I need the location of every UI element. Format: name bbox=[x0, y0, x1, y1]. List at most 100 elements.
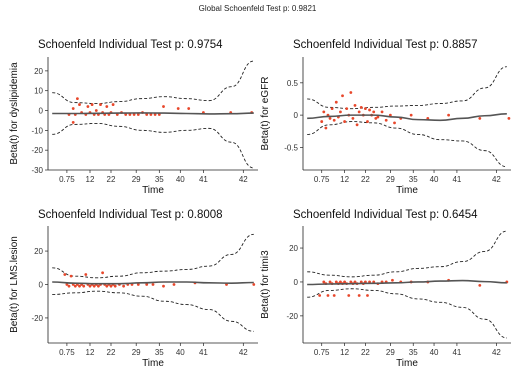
panel-4: Schoenfeld Individual Test p: 0.6454 -20 0… bbox=[260, 209, 511, 369]
residual-point bbox=[343, 120, 346, 123]
residual-point bbox=[136, 113, 140, 116]
smooth-line bbox=[307, 113, 507, 122]
residual-point bbox=[172, 283, 176, 286]
smooth-line bbox=[307, 279, 507, 286]
residual-point bbox=[326, 294, 330, 297]
residual-point bbox=[162, 284, 165, 288]
residual-point bbox=[324, 126, 328, 130]
residual-point bbox=[78, 103, 81, 106]
residual-point bbox=[341, 94, 344, 98]
residual-point bbox=[339, 280, 342, 284]
x-tick-label: 40 bbox=[176, 175, 185, 184]
residual-point bbox=[339, 110, 342, 114]
residual-point bbox=[111, 103, 115, 106]
y-tick-label: 0 bbox=[39, 281, 44, 290]
residual-point bbox=[349, 91, 353, 94]
upper-confidence-band bbox=[307, 66, 507, 110]
residual-point bbox=[328, 280, 332, 284]
residual-point bbox=[82, 284, 86, 288]
residual-point bbox=[357, 294, 361, 297]
residual-point bbox=[136, 283, 140, 286]
x-axis-label: Time bbox=[396, 185, 418, 196]
y-tick-label: 0.5 bbox=[287, 79, 299, 88]
x-tick-label: 42 bbox=[492, 348, 501, 357]
x-tick-label: 40 bbox=[430, 348, 439, 357]
x-tick-label: 41 bbox=[199, 348, 208, 357]
x-tick-label: 42 bbox=[492, 175, 501, 184]
residual-point bbox=[376, 115, 380, 119]
y-tick-label: 20 bbox=[289, 244, 298, 253]
residual-point bbox=[334, 100, 338, 104]
x-tick-label: 22 bbox=[107, 175, 116, 184]
residual-point bbox=[78, 284, 81, 288]
residual-point bbox=[162, 105, 165, 108]
upper-confidence-band bbox=[52, 60, 254, 105]
x-tick-label: 40 bbox=[176, 348, 185, 357]
x-tick-label: 22 bbox=[361, 175, 370, 184]
lower-confidence-band bbox=[52, 122, 254, 169]
residual-point bbox=[113, 284, 117, 288]
x-tick-label: 22 bbox=[361, 348, 370, 357]
x-tick-label: 12 bbox=[340, 348, 349, 357]
residual-point bbox=[355, 123, 359, 127]
y-tick-label: 20 bbox=[34, 67, 43, 76]
residual-point bbox=[388, 113, 392, 117]
residual-point bbox=[380, 110, 384, 114]
lower-confidence-band bbox=[307, 288, 507, 339]
residual-point bbox=[447, 113, 450, 117]
residual-point bbox=[359, 105, 363, 109]
panel-title: Schoenfeld Individual Test p: 0.9754 bbox=[38, 39, 223, 51]
residual-point bbox=[366, 294, 369, 297]
residual-point bbox=[318, 294, 322, 297]
residual-point bbox=[320, 120, 324, 123]
x-tick-label: 40 bbox=[430, 175, 439, 184]
residual-point bbox=[366, 120, 369, 123]
residual-point bbox=[84, 273, 88, 276]
residual-point bbox=[88, 284, 92, 288]
residual-point bbox=[187, 107, 191, 110]
residual-point bbox=[345, 107, 349, 111]
panel-2: Schoenfeld Individual Test p: 0.8857 -0.5… bbox=[260, 39, 511, 196]
x-tick-label: 0.75 bbox=[59, 348, 75, 357]
residual-point bbox=[384, 118, 388, 122]
residual-point bbox=[63, 273, 67, 276]
lower-confidence-band bbox=[52, 290, 254, 332]
residual-point bbox=[76, 97, 79, 101]
upper-confidence-band bbox=[52, 233, 254, 279]
residual-point bbox=[372, 110, 376, 114]
y-axis-label: Beta(t) for dyslipidemia bbox=[9, 62, 20, 165]
x-tick-label: 29 bbox=[132, 348, 141, 357]
x-tick-label: 42 bbox=[239, 348, 248, 357]
residual-point bbox=[426, 116, 430, 120]
x-axis-label: Time bbox=[142, 185, 164, 196]
residual-point bbox=[92, 284, 96, 288]
x-tick-label: 41 bbox=[199, 175, 208, 184]
residual-point bbox=[478, 116, 482, 120]
residual-point bbox=[507, 116, 511, 120]
residual-point bbox=[343, 280, 346, 284]
residual-point bbox=[71, 121, 75, 124]
panel-1: Schoenfeld Individual Test p: 0.9754 -30 -… bbox=[9, 39, 258, 196]
y-tick-label: 0 bbox=[294, 111, 299, 120]
residual-point bbox=[351, 116, 355, 120]
residual-point bbox=[65, 283, 69, 286]
x-axis-label: Time bbox=[396, 358, 418, 369]
residual-point bbox=[409, 113, 413, 117]
residual-point bbox=[332, 118, 336, 122]
y-tick-label: 20 bbox=[34, 247, 43, 256]
panel-title: Schoenfeld Individual Test p: 0.8857 bbox=[293, 39, 478, 51]
x-tick-label: 41 bbox=[452, 175, 461, 184]
x-tick-label: 29 bbox=[386, 175, 395, 184]
residual-point bbox=[357, 110, 361, 114]
residual-point bbox=[109, 284, 113, 288]
residual-point bbox=[364, 107, 367, 111]
y-tick-label: -30 bbox=[31, 166, 43, 175]
x-tick-label: 35 bbox=[155, 348, 164, 357]
y-axis-label: Beta(t) for LMS.lesion bbox=[9, 236, 20, 333]
residual-point bbox=[252, 283, 256, 286]
residual-point bbox=[145, 283, 149, 286]
x-tick-label: 0.75 bbox=[314, 175, 330, 184]
y-tick-label: 0 bbox=[39, 107, 44, 116]
global-title: Global Schoenfeld Test p: 0.9821 bbox=[198, 4, 317, 13]
residual-point bbox=[322, 280, 326, 284]
